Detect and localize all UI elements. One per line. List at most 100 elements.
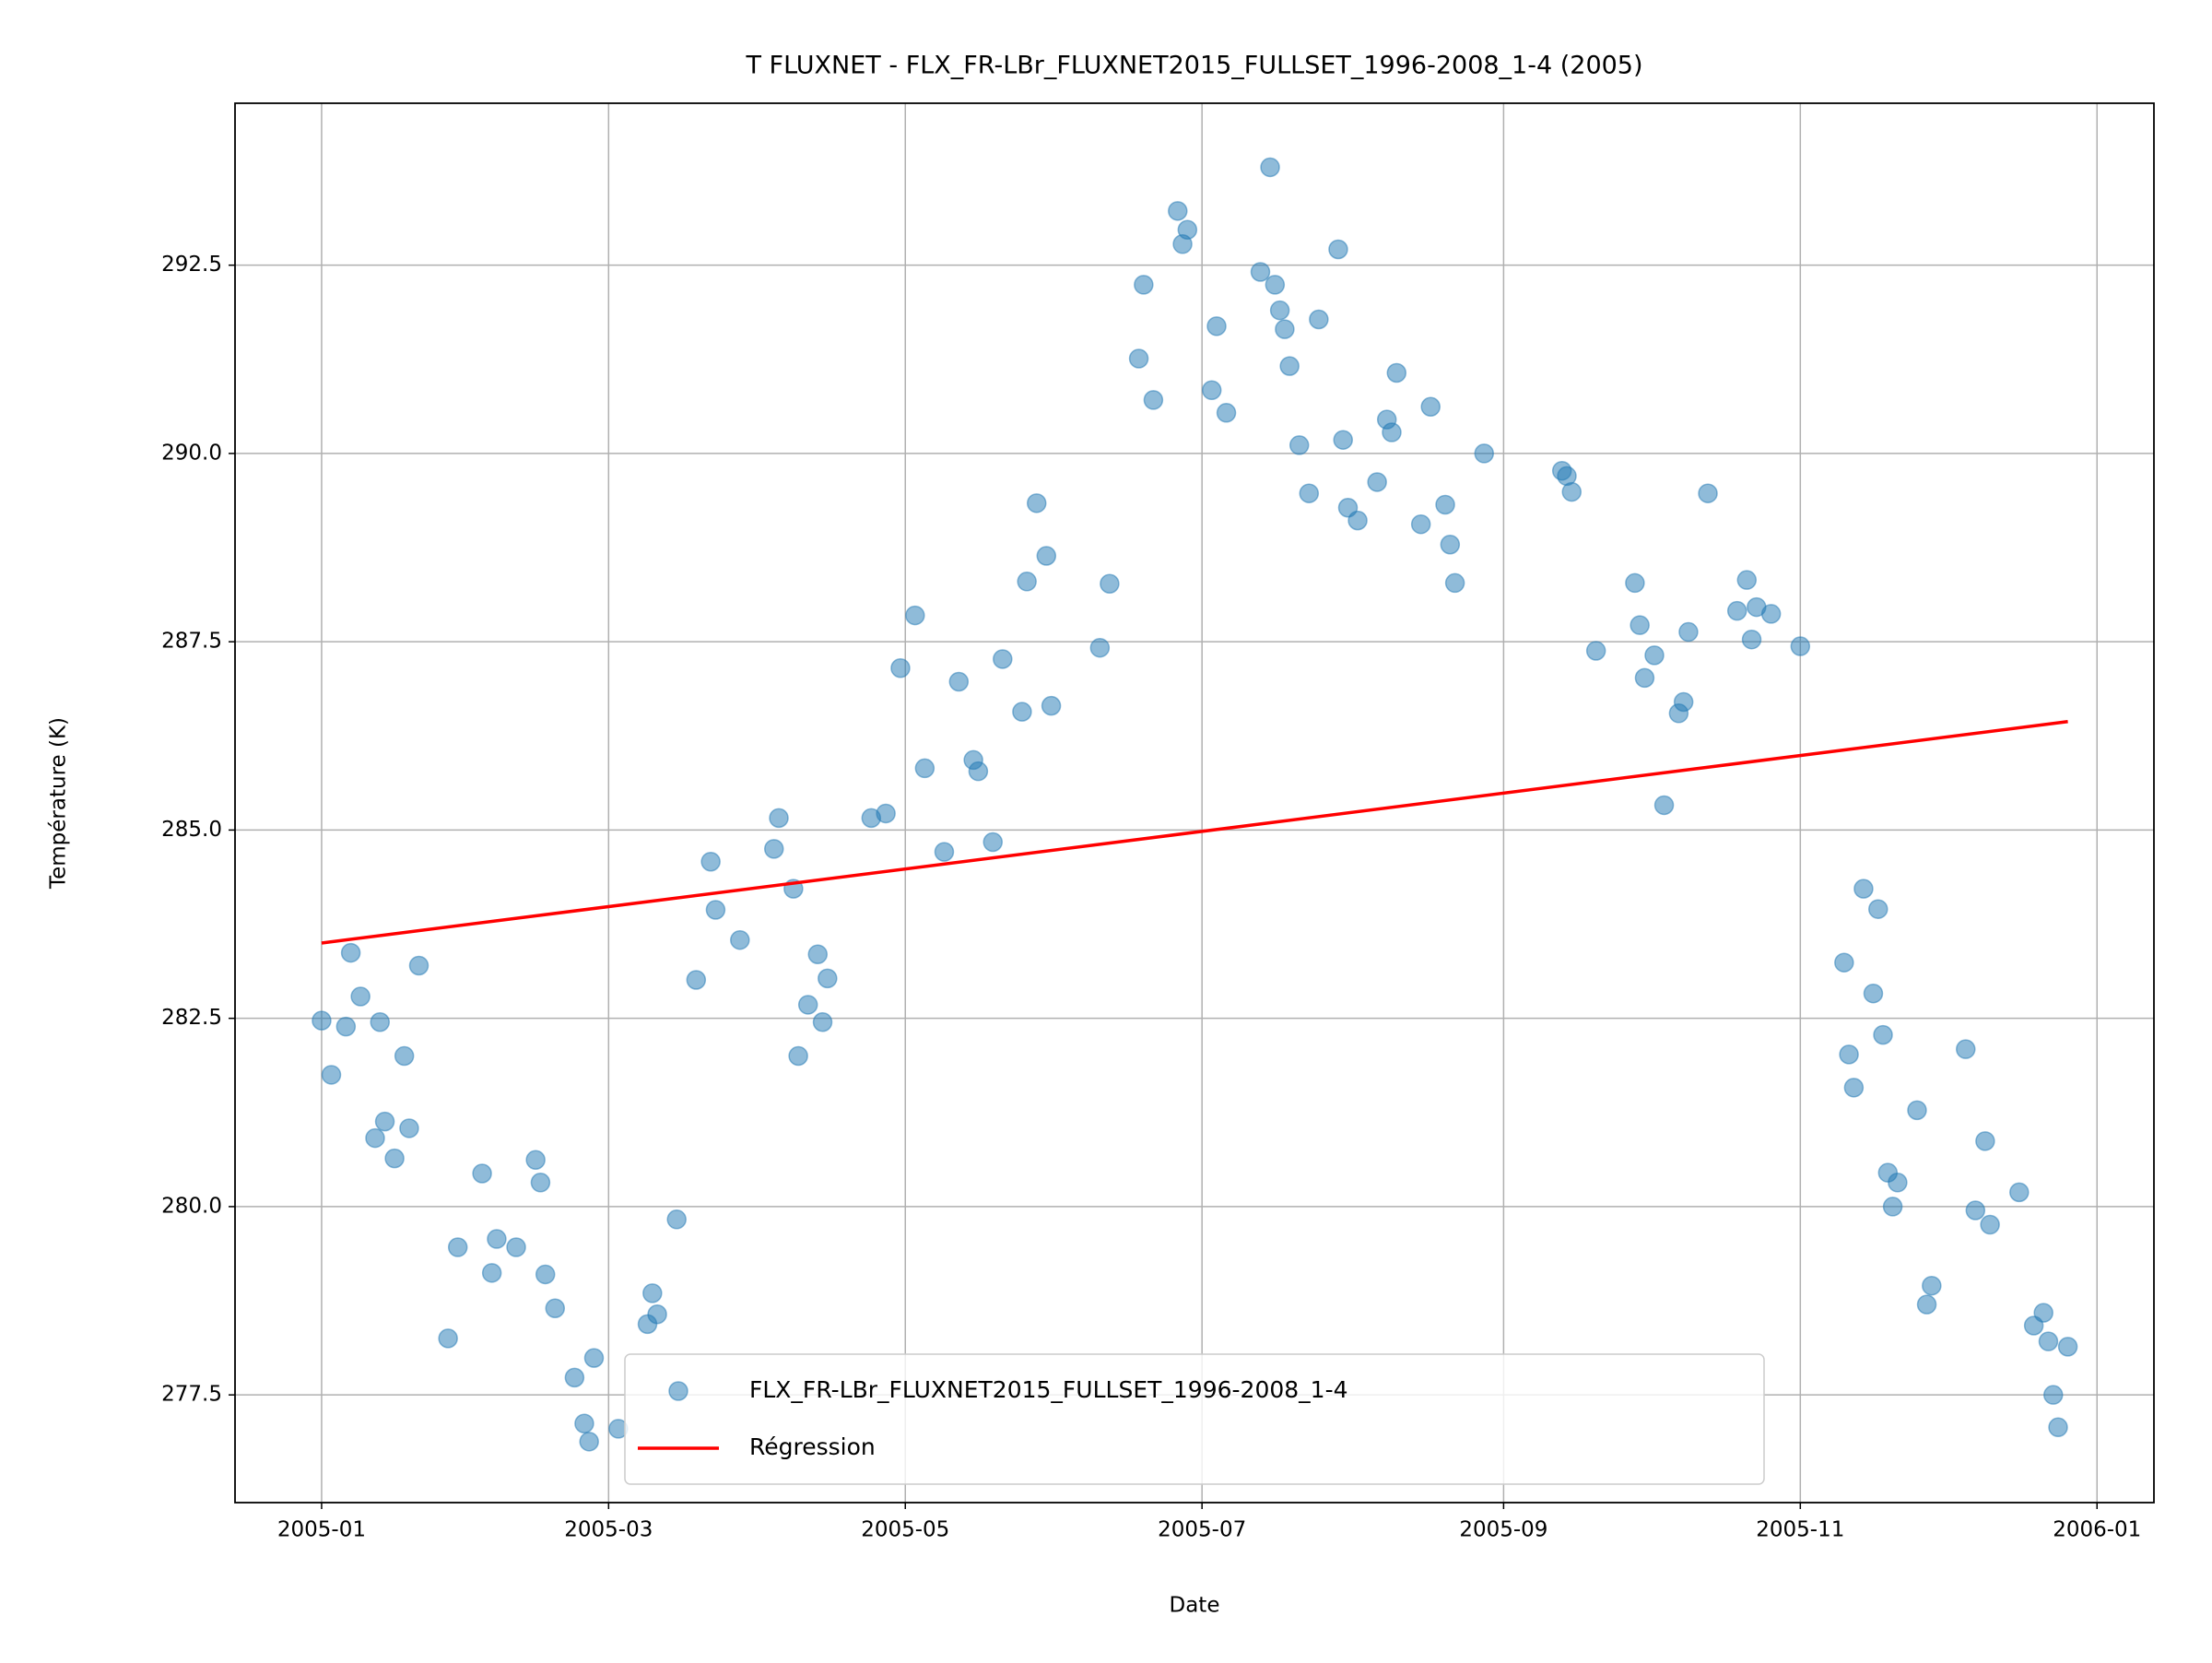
- scatter-point: [1698, 483, 1718, 503]
- scatter-point: [1634, 667, 1655, 689]
- scatter-point: [1790, 636, 1811, 656]
- scatter-point: [1435, 494, 1455, 515]
- scatter-point: [1206, 316, 1227, 336]
- scatter-point: [1625, 572, 1645, 594]
- scatter-point: [1275, 319, 1295, 339]
- scatter-point: [1922, 1275, 1942, 1296]
- scatter-point: [365, 1127, 385, 1149]
- scatter-point: [1440, 535, 1461, 555]
- scatter-point: [2048, 1417, 2068, 1438]
- scatter-point: [1250, 262, 1271, 282]
- scatter-point: [1382, 422, 1402, 442]
- scatter-point: [2038, 1331, 2059, 1351]
- x-tick-label: 2006-01: [2053, 1518, 2141, 1542]
- scatter-point: [1760, 604, 1782, 624]
- scatter-point: [384, 1148, 405, 1169]
- scatter-point: [481, 1263, 502, 1283]
- scatter-point: [583, 1348, 605, 1368]
- scatter-point: [447, 1237, 468, 1257]
- scatter-point: [1168, 201, 1188, 221]
- scatter-point: [2043, 1385, 2064, 1405]
- scatter-point: [948, 671, 970, 692]
- chart-title: T FLUXNET - FLX_FR-LBr_FLUXNET2015_FULLS…: [745, 52, 1642, 80]
- scatter-point: [1265, 275, 1286, 295]
- y-tick-label: 285.0: [161, 818, 222, 842]
- y-tick-label: 287.5: [161, 630, 222, 654]
- y-tick-label: 290.0: [161, 441, 222, 465]
- scatter-point: [642, 1283, 663, 1303]
- scatter-point: [1843, 1078, 1865, 1098]
- scatter-point: [1561, 481, 1583, 502]
- scatter-point: [312, 1010, 332, 1031]
- scatter-point: [1863, 983, 1884, 1004]
- scatter-point: [350, 986, 371, 1007]
- scatter-point: [876, 803, 896, 824]
- scatter-point: [1736, 570, 1758, 590]
- scatter-point: [506, 1237, 526, 1257]
- scatter-point: [1907, 1100, 1927, 1121]
- scatter-point: [1410, 513, 1431, 535]
- x-tick-label: 2005-03: [564, 1518, 653, 1542]
- scatter-point: [1888, 1173, 1908, 1193]
- scatter-point: [1839, 1044, 1859, 1065]
- scatter-point: [399, 1118, 419, 1138]
- scatter-point: [1956, 1039, 1976, 1059]
- scatter-point: [1853, 879, 1874, 899]
- scatter-point: [1834, 952, 1854, 973]
- scatter-point: [1279, 356, 1300, 376]
- x-tick-label: 2005-05: [861, 1518, 949, 1542]
- scatter-point: [1041, 695, 1062, 716]
- scatter-point: [934, 842, 955, 862]
- scatter-point: [2009, 1182, 2030, 1203]
- scatter-point: [1965, 1200, 1986, 1221]
- scatter-point: [370, 1011, 391, 1032]
- scatter-point: [686, 970, 707, 990]
- scatter-point: [1333, 430, 1353, 450]
- scatter-point: [1474, 443, 1495, 464]
- y-axis-label: Température (K): [47, 717, 71, 890]
- scatter-point: [1288, 435, 1310, 455]
- scatter-point: [818, 968, 838, 989]
- scatter-point: [1260, 157, 1280, 178]
- scatter-point: [812, 1011, 833, 1032]
- scatter-point: [374, 1111, 395, 1132]
- scatter-point: [1216, 403, 1237, 423]
- scatter-point: [730, 929, 750, 950]
- x-tick-label: 2005-07: [1158, 1518, 1246, 1542]
- scatter-point: [579, 1432, 599, 1452]
- scatter-point: [1089, 637, 1111, 658]
- scatter-point: [905, 605, 925, 626]
- scatter-point: [764, 839, 784, 859]
- scatter-point: [530, 1173, 551, 1193]
- scatter-point: [574, 1413, 594, 1433]
- scatter-point: [335, 1016, 357, 1037]
- y-tick-label: 292.5: [161, 253, 222, 277]
- scatter-point: [1036, 546, 1057, 566]
- scatter-point: [487, 1229, 507, 1249]
- grid: [235, 103, 2154, 1503]
- legend-box: [624, 1353, 1765, 1485]
- scatter-point: [1299, 483, 1320, 503]
- scatter-point: [1644, 645, 1665, 666]
- scatter-point: [1653, 795, 1675, 816]
- scatter-point: [321, 1065, 342, 1085]
- scatter-point: [1386, 362, 1407, 383]
- x-tick-label: 2005-09: [1459, 1518, 1547, 1542]
- scatter-point: [807, 944, 829, 964]
- scatter-point: [525, 1150, 546, 1171]
- scatter-point: [1420, 396, 1441, 418]
- scatter-point: [1100, 573, 1120, 595]
- scatter-point: [535, 1264, 556, 1285]
- scatter-point: [1017, 572, 1037, 592]
- scatter-point: [1309, 309, 1329, 330]
- scatter-point: [993, 649, 1013, 669]
- scatter-point: [472, 1163, 492, 1184]
- scatter-point: [1201, 380, 1222, 401]
- scatter-point: [1585, 641, 1606, 661]
- legend-label: FLX_FR-LBr_FLUXNET2015_FULLSET_1996-2008…: [749, 1376, 1348, 1403]
- scatter-point: [408, 955, 429, 976]
- scatter-point: [1143, 390, 1164, 410]
- x-tick-label: 2005-11: [1756, 1518, 1844, 1542]
- scatter-point: [2033, 1303, 2053, 1323]
